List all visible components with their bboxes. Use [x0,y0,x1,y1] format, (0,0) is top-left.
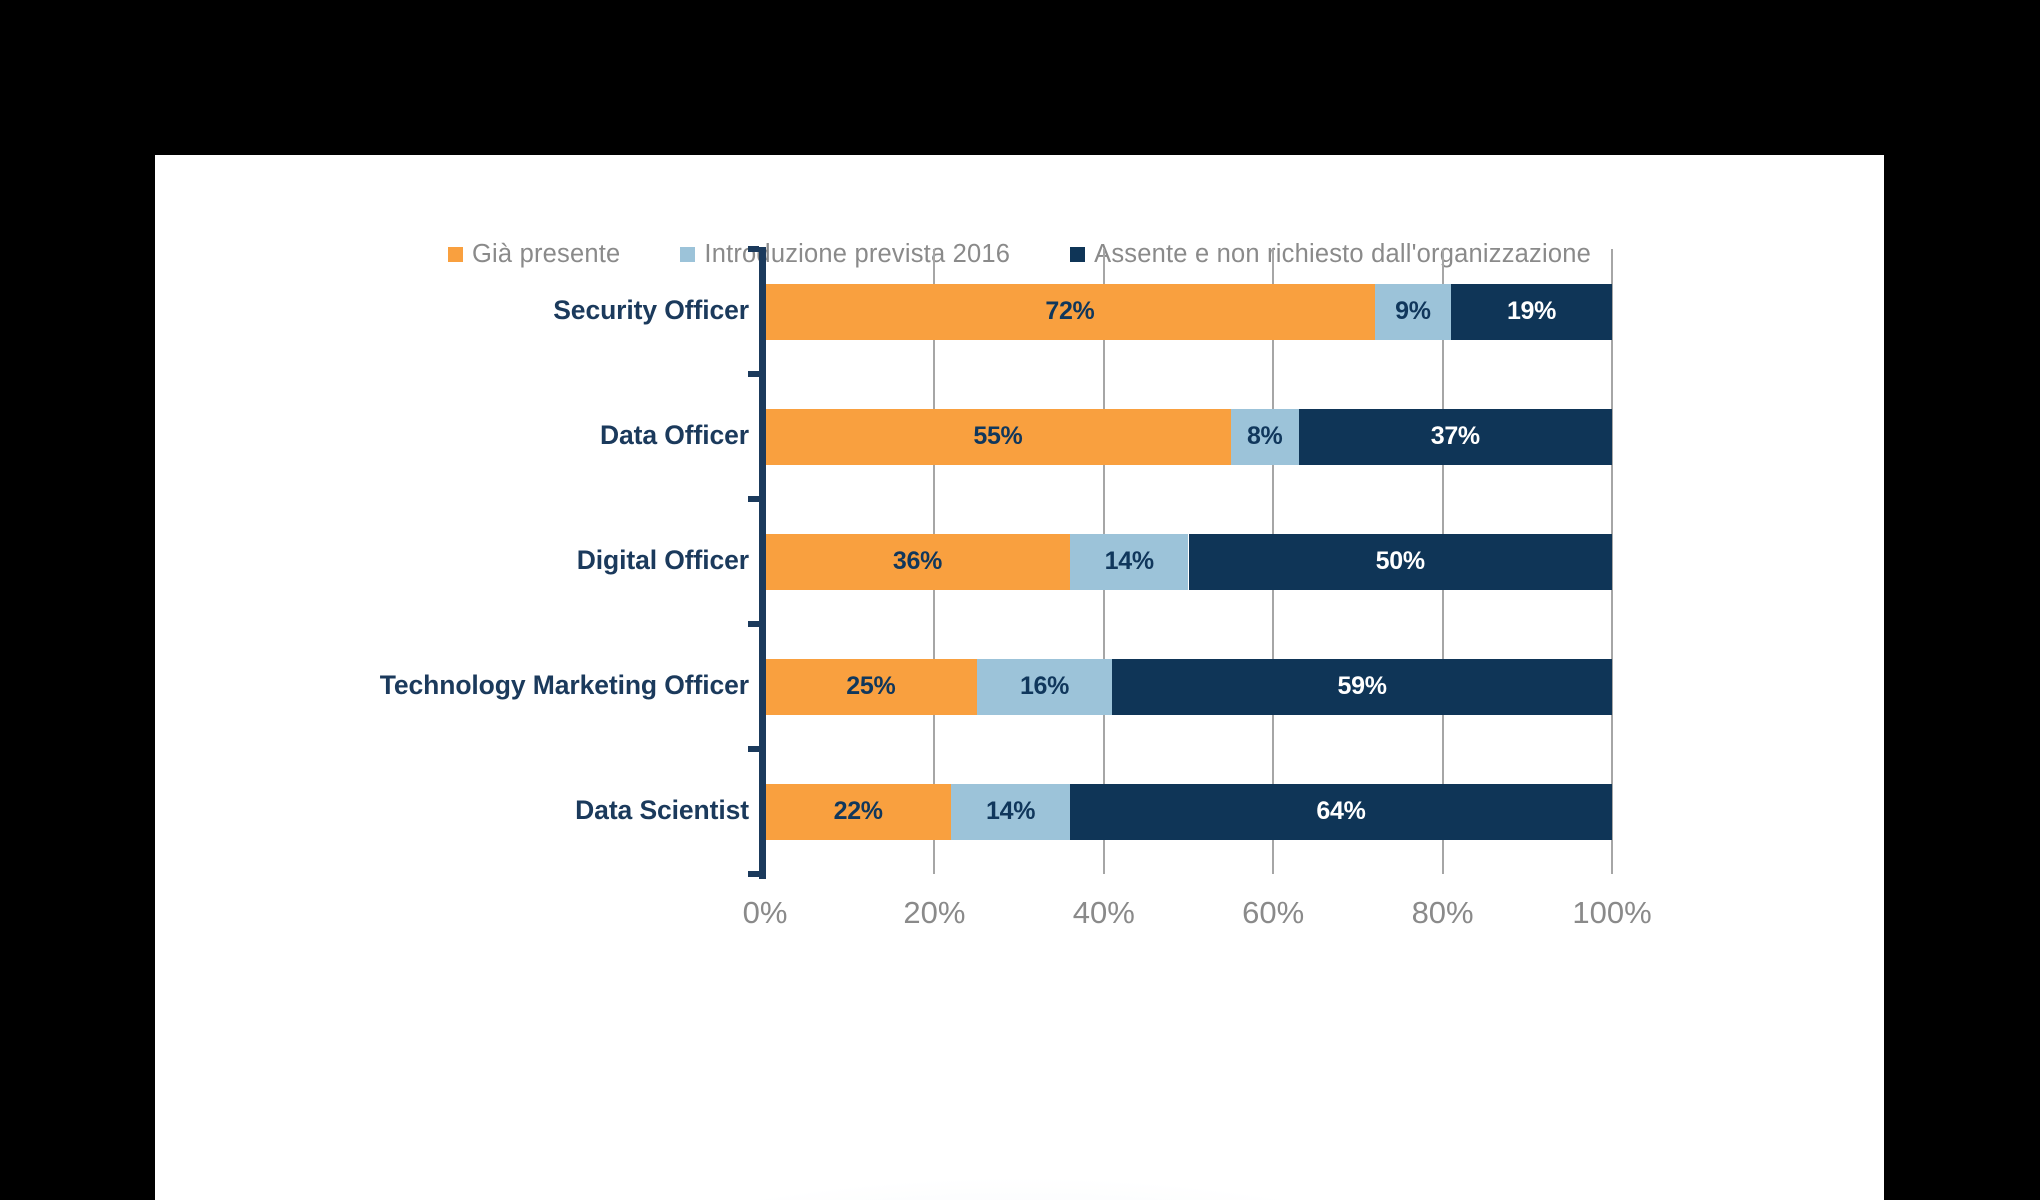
bar-row[interactable]: 36% 14% 50% [765,533,1612,590]
y-axis-tick-3 [748,621,759,627]
bar-value-label: 16% [1019,672,1070,700]
stacked-bar-chart: 72% 9% 19% 55% 8% 37% 36% 14% 50% 25% 16% 59% 22% 14%… [155,155,1884,1200]
bar-value-label: 59% [1337,672,1387,700]
plot-area: 72% 9% 19% 55% 8% 37% 36% 14% 50% 25% 16% 59% 22% 14%… [765,249,1613,874]
y-axis-tick-0 [748,246,759,252]
bar-value-label: 72% [1045,297,1095,325]
y-axis-tick-2 [748,496,759,502]
bar-row[interactable]: 25% 16% 59% [765,658,1612,715]
bar-value-label: 64% [1316,797,1366,825]
bar-value-label: 22% [833,797,883,825]
legend-item-3[interactable]: Assente e non richiesto dall'organizzazi… [1070,240,1591,269]
bar-value-label: 14% [1104,547,1154,575]
y-axis-tick-5 [748,871,759,877]
x-tick-label-60: 60% [1242,895,1305,930]
bar-segment-series-1[interactable]: 55% [765,408,1231,465]
bar-value-label: 36% [892,547,943,575]
x-tick-label-100: 100% [1572,895,1652,930]
x-tick-label-80: 80% [1411,895,1474,930]
y-axis-tick-1 [748,371,759,377]
bar-value-label: 8% [1246,422,1283,450]
bar-row[interactable]: 72% 9% 19% [765,283,1612,340]
y-axis-tick-4 [748,746,759,752]
bar-value-label: 37% [1430,422,1480,450]
bar-segment-series-3[interactable]: 64% [1069,783,1612,840]
bar-segment-series-1[interactable]: 72% [765,283,1375,340]
category-label-2: Data Officer [599,419,749,450]
bar-segment-series-2[interactable]: 8% [1230,408,1299,465]
category-label-1: Security Officer [553,294,749,325]
bar-segment-series-1[interactable]: 25% [765,658,977,715]
bar-segment-series-2[interactable]: 14% [951,783,1070,840]
slide-canvas: Già presente Introduzione prevista 2016 As… [155,155,1884,1200]
legend-swatch-introduzione-prevista [680,247,696,262]
bar-row[interactable]: 22% 14% 64% [765,783,1612,840]
category-label-4: Technology Marketing Officer [379,669,749,700]
x-tick-label-0: 0% [742,895,788,930]
bar-value-label: 9% [1395,297,1431,325]
legend-swatch-gia-presente [448,247,463,262]
bar-value-label: 50% [1375,547,1425,575]
legend-label-1: Già presente [472,240,621,268]
legend-swatch-assente [1070,247,1086,262]
gridline-100pct [1611,249,1613,874]
legend-label-2: Introduzione prevista 2016 [704,240,1011,268]
x-tick-label-40: 40% [1072,895,1135,930]
bar-segment-series-3[interactable]: 59% [1112,658,1612,715]
bar-segment-series-2[interactable]: 16% [976,658,1113,715]
bar-segment-series-2[interactable]: 14% [1069,533,1189,590]
bar-value-label: 55% [973,422,1023,450]
bar-row[interactable]: 55% 8% 37% [765,408,1612,465]
bar-value-label: 25% [846,672,896,700]
bar-value-label: 19% [1506,297,1557,325]
x-tick-label-20: 20% [903,895,966,930]
category-label-3: Digital Officer [576,544,749,575]
bar-segment-series-3[interactable]: 19% [1451,283,1612,340]
bar-value-label: 14% [986,797,1036,825]
bar-segment-series-3[interactable]: 37% [1298,408,1612,465]
bar-segment-series-3[interactable]: 50% [1188,533,1612,590]
legend-label-3: Assente e non richiesto dall'organizzazi… [1094,240,1591,268]
chart-legend: Già presente Introduzione prevista 2016 As… [155,240,1884,269]
bar-segment-series-1[interactable]: 22% [765,783,952,840]
legend-item-2[interactable]: Introduzione prevista 2016 [680,240,1010,269]
category-label-5: Data Scientist [575,794,749,825]
bar-segment-series-2[interactable]: 9% [1374,283,1452,340]
y-axis-line [759,247,766,879]
bar-segment-series-1[interactable]: 36% [765,533,1070,590]
legend-item-1[interactable]: Già presente [448,240,620,269]
